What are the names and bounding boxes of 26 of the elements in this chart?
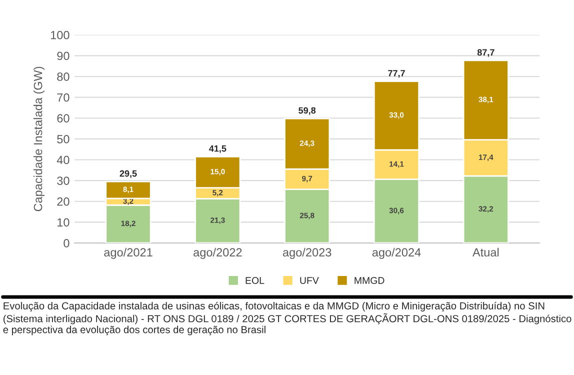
y-tick-label: 20 (57, 197, 70, 206)
total-label: 59,8 (298, 107, 316, 115)
x-tick-label: ago/2023 (282, 248, 332, 259)
y-tick-label: 30 (57, 176, 70, 185)
y-tick-label: 70 (57, 93, 70, 102)
y-tick-label: 90 (57, 52, 70, 60)
text: Evolução da Capacidade instalada de usinas eólicas, fotovoltaicas e da MMGD (Micro e Minigeração Distribuída) no SIN (Sistema interligado Nacional) - RT ONS DGL 0189 / 2025 GT CORTES DE GERAÇÃORT DGL-ONS 0189/2025 - Diagnóstico e perspectiva da evolução dos cortes de geração no Brasil (3, 302, 572, 336)
total-label: 41,5 (209, 145, 226, 154)
total-label: 77,7 (388, 70, 405, 78)
x-tick-label: ago/2024 (372, 248, 421, 259)
y-tick-label: 60 (57, 114, 70, 123)
y-tick-label: 40 (56, 156, 70, 164)
total-label: 29,5 (120, 170, 137, 178)
total-label: 87,7 (477, 49, 494, 57)
y-axis-title: Capacidade Instalada (GW) (34, 66, 45, 212)
y-tick-label: 100 (50, 30, 70, 40)
legend-label: MMGD (354, 277, 384, 284)
x-tick-label: Atual (472, 248, 499, 257)
y-tick-label: 10 (58, 218, 70, 227)
x-tick-label: ago/2021 (104, 248, 152, 259)
x-tick-label: ago/2022 (194, 248, 242, 259)
legend-label: UFV (300, 277, 319, 284)
legend-label: EOL (246, 277, 264, 284)
y-tick-label: 0 (64, 239, 70, 248)
y-tick-label: 80 (57, 72, 70, 81)
y-tick-label: 50 (57, 134, 70, 144)
